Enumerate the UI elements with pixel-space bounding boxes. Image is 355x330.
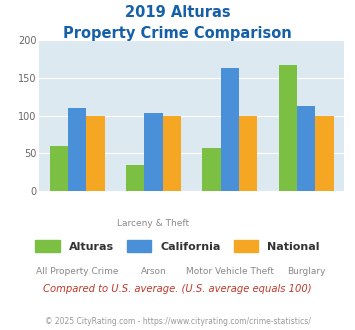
Bar bbox=[239, 115, 257, 191]
Bar bbox=[202, 148, 221, 191]
Bar bbox=[86, 115, 105, 191]
Bar bbox=[144, 113, 163, 191]
Bar bbox=[279, 65, 297, 191]
Bar bbox=[315, 115, 334, 191]
Bar bbox=[163, 115, 181, 191]
Text: Motor Vehicle Theft: Motor Vehicle Theft bbox=[186, 267, 274, 276]
Bar bbox=[221, 68, 239, 191]
Bar bbox=[68, 108, 86, 191]
Text: Property Crime Comparison: Property Crime Comparison bbox=[63, 26, 292, 41]
Bar bbox=[297, 106, 315, 191]
Text: Burglary: Burglary bbox=[287, 267, 326, 276]
Text: 2019 Alturas: 2019 Alturas bbox=[125, 5, 230, 20]
Text: Larceny & Theft: Larceny & Theft bbox=[118, 219, 190, 228]
Text: All Property Crime: All Property Crime bbox=[36, 267, 119, 276]
Text: Compared to U.S. average. (U.S. average equals 100): Compared to U.S. average. (U.S. average … bbox=[43, 284, 312, 294]
Text: Arson: Arson bbox=[141, 267, 166, 276]
Bar bbox=[50, 146, 68, 191]
Legend: Alturas, California, National: Alturas, California, National bbox=[35, 240, 320, 252]
Bar bbox=[126, 165, 144, 191]
Text: © 2025 CityRating.com - https://www.cityrating.com/crime-statistics/: © 2025 CityRating.com - https://www.city… bbox=[45, 317, 310, 326]
